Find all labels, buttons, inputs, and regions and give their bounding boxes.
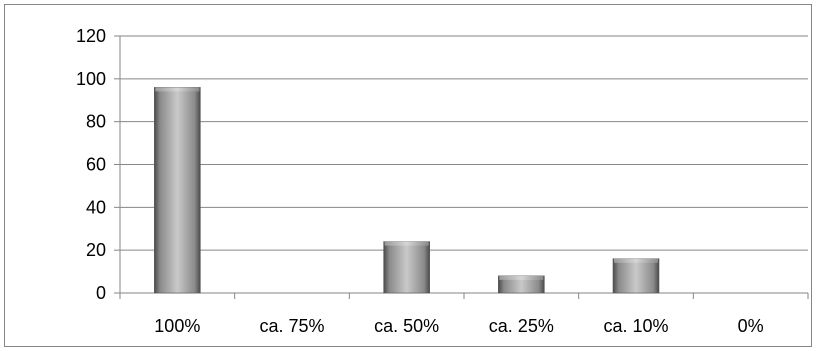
y-tick-label: 60 (86, 155, 106, 175)
y-tick-label: 40 (86, 197, 106, 217)
bar (154, 87, 201, 294)
x-tick-label: 100% (154, 316, 200, 336)
y-tick-label: 120 (76, 26, 106, 46)
bar-body (154, 87, 201, 294)
bar (383, 241, 430, 294)
y-tick-labels: 0 20 40 60 80 100 120 (76, 26, 106, 303)
y-tick-label: 100 (76, 69, 106, 89)
x-tick-label: ca. 10% (603, 316, 668, 336)
bar-cap (384, 241, 429, 246)
x-tick-label: ca. 50% (374, 316, 439, 336)
bar (612, 258, 660, 294)
x-tick-label: ca. 25% (489, 316, 554, 336)
x-tick-labels: 100% ca. 75% ca. 50% ca. 25% ca. 10% 0% (154, 316, 763, 336)
y-tick-label: 80 (86, 112, 106, 132)
y-tick-label: 20 (86, 240, 106, 260)
bar-body (383, 241, 430, 294)
axes (114, 35, 809, 299)
bars (154, 87, 660, 294)
bar-cap (614, 258, 658, 263)
x-tick-label: 0% (738, 316, 764, 336)
y-tick-label: 0 (96, 283, 106, 303)
gridlines (120, 35, 808, 251)
bar-body (612, 258, 660, 294)
bar-cap (155, 87, 200, 92)
bar-cap (499, 275, 544, 280)
x-tick-label: ca. 75% (259, 316, 324, 336)
bar (498, 275, 545, 294)
